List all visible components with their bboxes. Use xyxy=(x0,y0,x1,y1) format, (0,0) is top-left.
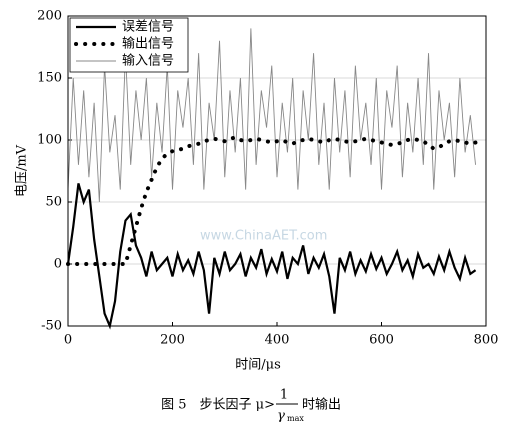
y-tick-label: 50 xyxy=(45,195,62,210)
watermark: www.ChinaAET.com xyxy=(200,229,327,244)
y-tick-label: -50 xyxy=(41,319,62,334)
series-line xyxy=(67,28,476,203)
caption-denominator: γ xyxy=(277,409,285,424)
legend-label: 误差信号 xyxy=(122,20,174,35)
x-tick-label: 600 xyxy=(369,333,394,348)
plot-frame xyxy=(67,15,487,327)
x-tick-label: 200 xyxy=(160,333,185,348)
legend-label: 输出信号 xyxy=(122,36,174,52)
x-axis-label: 时间/μs xyxy=(235,358,281,373)
y-axis-label: 电压/mV xyxy=(15,144,30,197)
x-tick-label: 0 xyxy=(64,333,72,348)
caption-prefix: 图 5 步长因子 μ> xyxy=(161,398,275,413)
series-line xyxy=(66,135,478,266)
series-line xyxy=(66,183,477,330)
legend-label: 输入信号 xyxy=(122,53,174,69)
y-tick-label: 100 xyxy=(37,133,62,148)
x-tick-label: 800 xyxy=(474,333,499,348)
caption-denominator-sub: max xyxy=(287,414,304,423)
caption-numerator: 1 xyxy=(280,388,288,403)
y-tick-label: 0 xyxy=(54,257,62,272)
y-tick-label: 200 xyxy=(37,9,62,24)
y-tick-label: 150 xyxy=(37,71,62,86)
x-tick-label: 400 xyxy=(265,333,290,348)
caption-suffix: 时输出 xyxy=(302,397,341,413)
